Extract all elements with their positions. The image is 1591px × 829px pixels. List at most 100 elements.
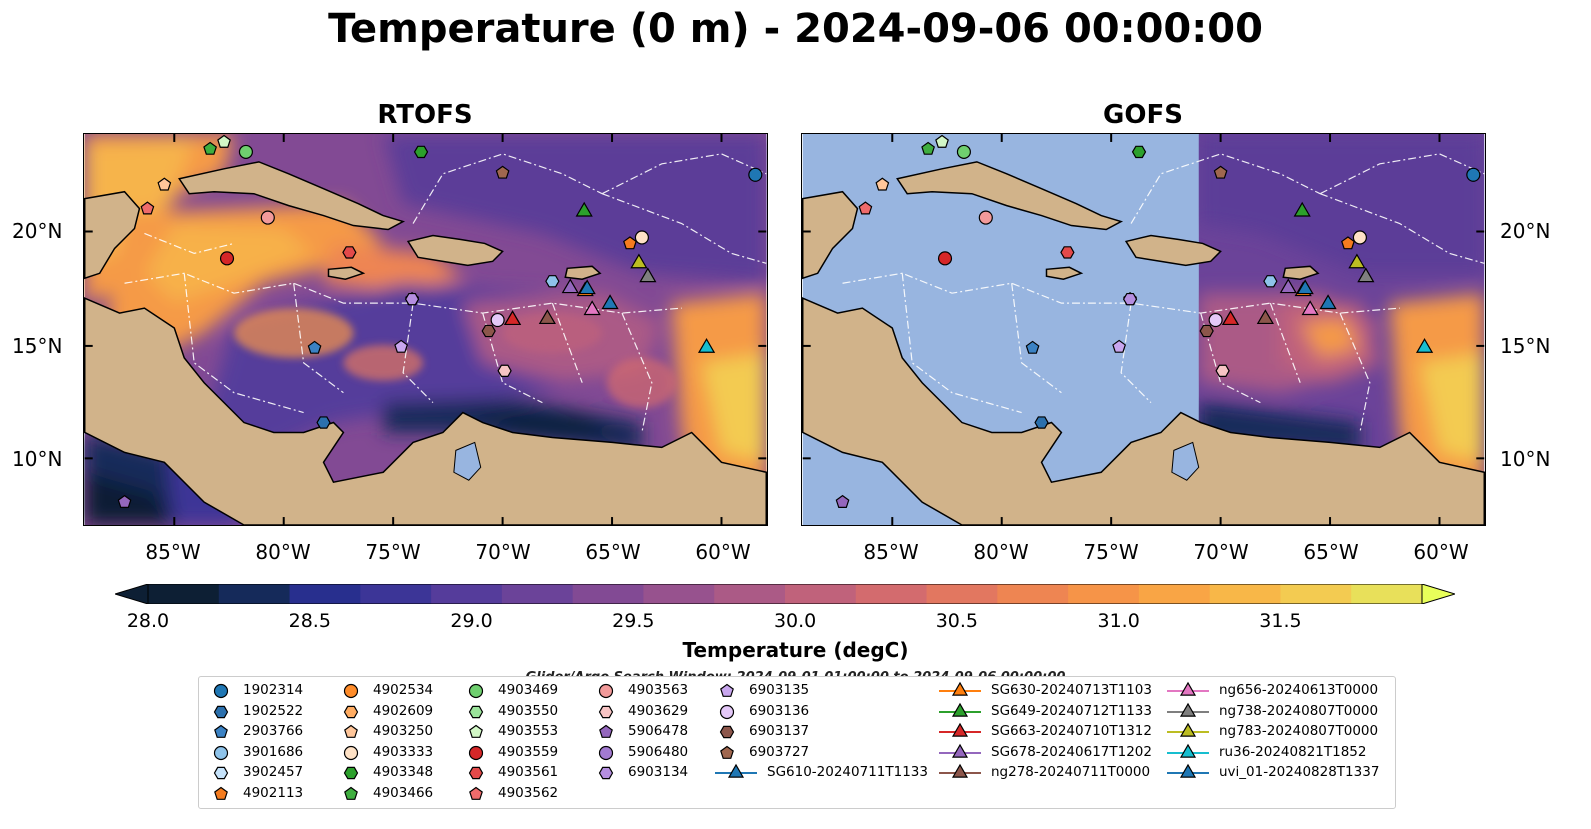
legend-marker [214,724,228,738]
argo-float-marker [748,167,763,182]
legend-label: uvi_01-20240828T1337 [1219,764,1380,780]
legend-label: 1902314 [243,682,304,698]
legend-marker-icon [468,745,484,760]
argo-float-marker [394,339,408,353]
lat-tick-label: 20°N [1500,219,1551,243]
colorbar-bin [431,584,503,604]
legend-marker [720,683,734,697]
legend-marker-icon [1167,702,1209,717]
legend-item: 2903766 [209,721,303,741]
argo-float-marker [238,144,253,159]
lake-maracaibo [453,441,482,481]
glider-marker [578,279,596,295]
legend-marker [951,722,969,737]
colorbar-bin [1068,584,1140,604]
legend-marker-icon [720,683,734,697]
lat-tick-label: 20°N [12,219,63,243]
argo-float-marker [157,177,172,191]
argo-float-marker [1112,339,1126,353]
lon-tick-label: 85°W [863,540,919,564]
legend-item: SG630-20240713T1103 [939,680,1152,700]
lat-tick-label: 15°N [12,334,63,358]
argo-float-marker [342,246,357,259]
legend-item: 6903137 [715,721,809,741]
legend-marker-icon [213,683,229,699]
legend-marker [719,725,735,739]
argo-float-marker [203,141,217,155]
argo-float-marker [937,251,953,266]
legend-item: SG649-20240712T1133 [939,701,1152,721]
legend-label: 6903727 [749,743,810,760]
legend-marker [468,683,484,699]
legend-marker [344,786,358,800]
colorbar-bin [289,584,361,604]
colorbar-label: Temperature (degC) [682,638,909,662]
legend-marker-icon [939,722,981,737]
figure-title: Temperature (0 m) - 2024-09-06 00:00:00 [328,6,1263,52]
legend-label: 2903766 [243,723,304,739]
legend-marker-icon [719,725,735,739]
legend-marker [213,745,229,760]
legend-item: uvi_01-20240828T1337 [1167,762,1379,782]
legend-marker [468,766,484,780]
argo-float-marker [404,292,420,306]
legend-marker [598,683,614,699]
legend-marker [469,724,483,738]
legend-marker-icon [1167,743,1209,758]
legend-label: 1902522 [243,702,304,719]
legend-label: 6903137 [749,723,810,739]
legend-item: 1902314 [209,680,303,700]
colorbar-extend-low [115,584,149,604]
legend-marker [214,786,228,800]
legend-label: ng738-20240807T0000 [1219,702,1379,719]
legend-marker-icon [469,724,483,738]
argo-float-marker [1208,312,1223,328]
colorbar-bin [926,584,998,604]
argo-float-marker [545,275,560,288]
legend-label: 4902534 [373,682,434,698]
legend-label: 4903563 [628,682,689,698]
legend-item: SG663-20240710T1312 [939,721,1152,741]
legend-marker [344,724,358,738]
legend-item: 6903136 [715,701,809,721]
legend-item: ng278-20240711T0000 [939,762,1150,782]
panel-title-rtofs: RTOFS [377,100,473,130]
colorbar-bin [714,584,786,604]
legend-marker-icon [598,766,614,780]
legend-item: SG610-20240711T1133 [715,762,928,782]
argo-float-marker [1122,292,1138,306]
argo-float-marker [1213,165,1228,179]
argo-float-marker [1263,275,1278,288]
legend-item: 4903550 [464,701,558,721]
argo-float-marker [921,141,935,155]
legend-label: 6903134 [628,764,689,780]
legend-label: ru36-20240821T1852 [1219,743,1367,760]
legend-marker [598,745,614,760]
colorbar-bin [1280,584,1352,604]
glider-marker [1348,253,1366,269]
legend-marker [951,743,969,758]
legend-marker-icon [213,766,229,780]
legend-marker-icon [598,705,614,718]
legend-marker [598,766,614,780]
colorbar-extend-high [1421,584,1455,604]
argo-float-marker [1131,145,1147,159]
glider-marker [601,294,619,310]
legend-marker-icon [939,702,981,717]
argo-float-marker [1466,167,1481,182]
legend-marker-icon [343,745,359,760]
colorbar-bin [148,584,220,604]
legend-label: SG610-20240711T1133 [767,764,928,780]
glider-marker [1301,300,1319,316]
colorbar-tick-label: 31.5 [1259,610,1302,632]
legend-label: 4903250 [373,723,434,739]
argo-float-marker [875,177,890,191]
legend-label: 4903561 [498,764,559,780]
legend-item: 4903561 [464,762,558,782]
legend-marker [1179,681,1197,696]
legend-item: SG678-20240617T1202 [939,742,1152,762]
glider-marker [639,267,657,283]
lat-tick-label: 10°N [12,447,63,471]
colorbar-bin [1209,584,1281,604]
legend-item: 1902522 [209,701,303,721]
